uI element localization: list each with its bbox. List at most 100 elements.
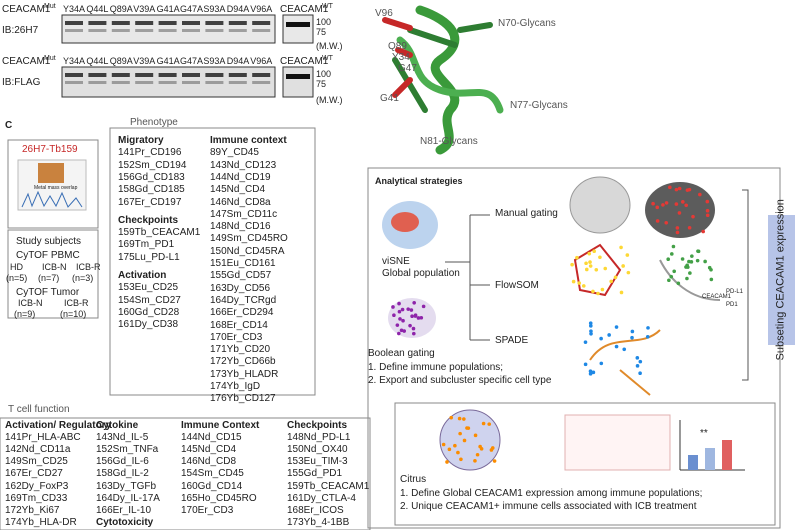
decoration — [674, 187, 679, 192]
decoration — [88, 73, 107, 77]
decoration — [111, 29, 130, 32]
label: 1. Define Global CEACAM1 expression amon… — [400, 488, 703, 499]
decoration — [412, 331, 416, 336]
citrus-tree — [439, 409, 501, 471]
t-cell-box — [0, 417, 371, 530]
label: 2. Unique CEACAM1+ immune cells associat… — [400, 501, 697, 512]
label: Citrus — [400, 474, 427, 485]
label: 153Eu_CD25 — [118, 282, 179, 294]
label: 151Eu_CD161 — [210, 258, 276, 269]
decoration — [598, 255, 602, 260]
label: Q44L — [86, 4, 109, 14]
label: 144Nd_CD19 — [210, 171, 271, 183]
subjects-box — [7, 229, 99, 319]
decoration — [158, 81, 177, 84]
label: Subseting CEACAM1 expression — [774, 199, 787, 361]
decoration — [466, 426, 471, 430]
label: V39A — [133, 4, 156, 14]
decoration — [685, 188, 690, 192]
decoration — [671, 244, 676, 249]
label: 148Nd_CD16 — [210, 221, 271, 233]
label: 154Sm_CD45 — [181, 468, 244, 480]
decoration — [594, 267, 599, 272]
decoration — [589, 329, 593, 333]
label: N70-Glycans — [498, 18, 556, 29]
decoration — [614, 344, 619, 349]
decoration — [651, 201, 655, 206]
visne-map — [391, 212, 419, 232]
decoration — [619, 245, 623, 250]
bar — [722, 440, 732, 470]
label: C — [5, 120, 13, 131]
decoration — [696, 249, 700, 253]
label: Analytical strategies — [375, 176, 463, 186]
decoration — [205, 81, 224, 84]
decoration — [635, 364, 640, 368]
decoration — [397, 309, 402, 314]
analysis-box — [367, 167, 781, 529]
label: CyTOF PBMC — [16, 250, 80, 261]
decoration — [672, 269, 676, 274]
decoration — [135, 81, 154, 84]
label: 144Nd_CD15 — [181, 432, 242, 444]
flowsom-tree — [659, 259, 721, 301]
label: Global population — [382, 268, 460, 279]
label: 2. Export and subcluster specific cell t… — [368, 375, 552, 386]
label: Metal mass overlap — [34, 185, 78, 191]
decoration — [286, 22, 310, 27]
decoration — [583, 362, 588, 367]
decoration — [413, 314, 418, 318]
label: 149Sm_CD25 — [5, 456, 68, 468]
decoration — [453, 443, 457, 448]
decoration — [603, 266, 608, 271]
decoration — [408, 323, 412, 328]
label: WT — [322, 55, 333, 62]
decoration — [669, 274, 674, 279]
decoration — [681, 200, 685, 204]
label: 149Sm_CD45RO — [210, 233, 288, 245]
decoration — [158, 29, 177, 32]
label: ** — [700, 428, 708, 439]
label: 100 — [316, 17, 332, 27]
probe-icon — [38, 163, 64, 183]
label: 168Er_CD14 — [210, 319, 268, 331]
decoration — [462, 438, 467, 443]
decoration — [588, 369, 593, 374]
decoration — [630, 329, 635, 334]
label: SPADE — [495, 335, 529, 346]
decoration — [445, 460, 449, 464]
decoration — [397, 301, 401, 306]
label: 172Yb_CD66b — [210, 356, 276, 368]
decoration — [182, 21, 200, 25]
decoration — [88, 81, 107, 84]
decoration — [664, 201, 669, 205]
label: (n=5) — [6, 273, 28, 283]
label: 89Y_CD45 — [210, 147, 259, 159]
decoration — [489, 448, 494, 452]
gating-plot — [645, 182, 715, 238]
label: 164Dy_IL-17A — [96, 492, 160, 504]
label: 163Dy_CD56 — [210, 282, 271, 294]
label: 167Er_CD197 — [118, 196, 182, 208]
label: 152Sm_TNFa — [96, 444, 159, 456]
label: Q89 — [388, 41, 407, 52]
decoration — [205, 29, 224, 32]
label: 159Tb_CEACAM1 — [118, 227, 201, 239]
label: 141Pr_CD196 — [118, 147, 182, 159]
label: 162Dy_FoxP3 — [5, 480, 69, 492]
label: CEACAM1 — [280, 4, 329, 15]
label: D94A — [226, 56, 250, 66]
decoration — [111, 81, 130, 84]
decoration — [111, 21, 130, 25]
decoration — [473, 459, 477, 463]
decoration — [406, 307, 410, 311]
decoration — [252, 81, 271, 84]
decoration — [252, 73, 271, 77]
label: 150Nd_CD45RA — [210, 245, 285, 257]
protein-structure — [382, 5, 504, 155]
label: 159Tb_CEACAM1 — [287, 480, 370, 492]
label: 161Dy_CTLA-4 — [287, 492, 356, 504]
label: S93A — [203, 4, 226, 14]
